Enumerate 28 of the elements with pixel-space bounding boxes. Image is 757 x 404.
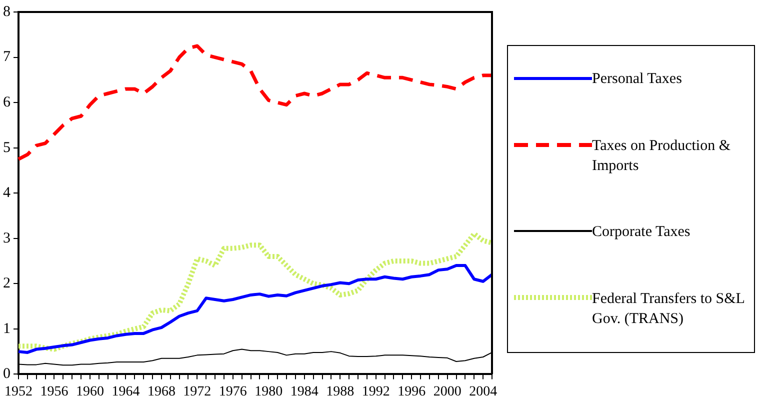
y-tick-label: 0 xyxy=(3,366,10,382)
y-tick-label: 1 xyxy=(3,320,10,337)
x-tick-label: 1968 xyxy=(147,384,176,400)
legend-label: Corporate Taxes xyxy=(592,223,690,242)
x-tick-label: 1984 xyxy=(290,384,318,400)
y-tick-label: 5 xyxy=(3,140,10,156)
x-tick-label: 1960 xyxy=(76,384,104,400)
x-tick-label: 1952 xyxy=(4,384,32,400)
y-tick-label: 6 xyxy=(3,94,11,110)
x-tick-label: 1972 xyxy=(183,384,212,400)
x-tick-label: 1996 xyxy=(398,384,426,400)
legend-label: Personal Taxes xyxy=(592,70,682,90)
x-tick-label: 1956 xyxy=(40,384,68,400)
y-tick-label: 3 xyxy=(3,230,10,246)
legend-label: Federal Transfers to S&L Gov. (TRANS) xyxy=(592,290,746,329)
x-tick-label: 2004 xyxy=(469,384,498,400)
x-tick-label: 1980 xyxy=(254,384,283,400)
x-tick-label: 1992 xyxy=(362,384,390,400)
y-tick-label: 2 xyxy=(3,276,10,292)
x-tick-label: 1964 xyxy=(112,384,140,400)
x-tick-label: 1976 xyxy=(218,384,247,400)
line-series xyxy=(16,44,494,161)
legend-label: Taxes on Production & Imports xyxy=(592,136,732,176)
y-tick-label: 8 xyxy=(3,4,10,20)
y-tick-label: 7 xyxy=(3,49,11,66)
y-tick-label: 4 xyxy=(3,185,11,202)
x-tick-label: 1988 xyxy=(326,384,354,400)
x-tick-label: 2000 xyxy=(433,384,462,400)
